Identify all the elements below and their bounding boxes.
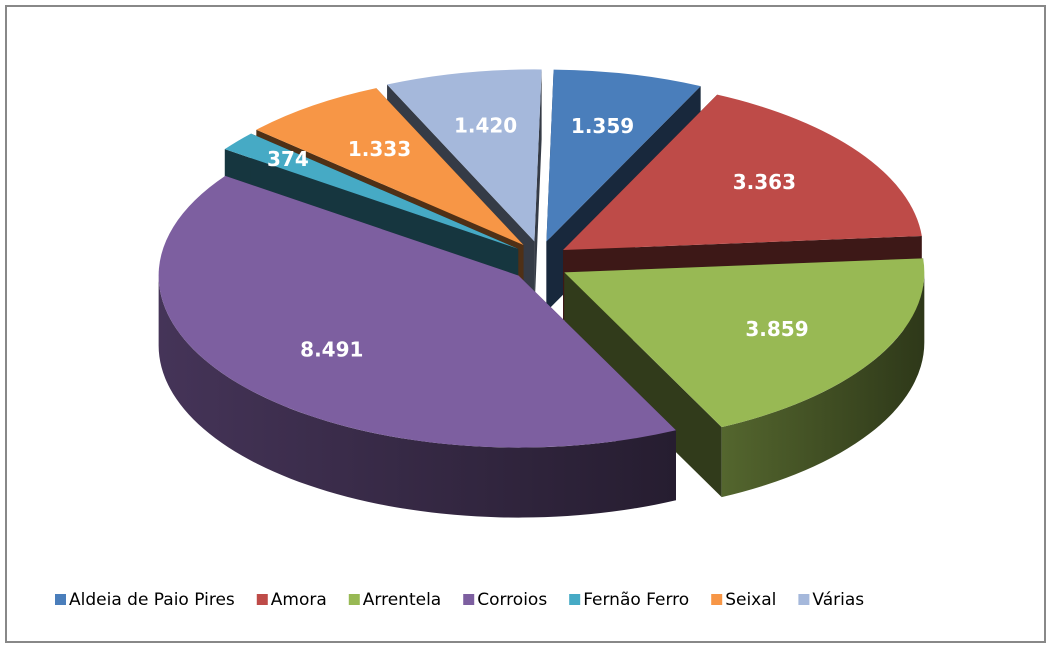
data-label: 1.420 xyxy=(454,113,517,137)
legend-label: Fernão Ferro xyxy=(583,590,689,610)
slice-top xyxy=(224,133,519,249)
legend-swatch xyxy=(711,594,723,605)
legend-label: Aldeia de Paio Pires xyxy=(69,590,235,610)
data-label: 8.491 xyxy=(300,338,363,362)
data-label: 1.333 xyxy=(348,137,411,161)
legend-swatch xyxy=(569,594,581,605)
slice-top xyxy=(564,258,925,428)
legend-swatch xyxy=(256,594,268,605)
slice-wall xyxy=(534,69,542,312)
legend-label: Arrentela xyxy=(363,590,441,610)
legend-label: Amora xyxy=(271,590,327,610)
legend-swatch xyxy=(463,594,475,605)
legend-label: Corroios xyxy=(477,590,547,610)
slice-side xyxy=(721,272,925,498)
slice-top xyxy=(387,69,542,242)
legend-swatch xyxy=(798,594,810,605)
slice xyxy=(158,175,676,518)
slice-side xyxy=(158,275,676,518)
slice-top xyxy=(158,175,676,448)
data-label: 3.363 xyxy=(733,170,796,194)
slice-top xyxy=(256,88,524,246)
slice-top xyxy=(546,69,701,242)
slice-top xyxy=(563,94,922,251)
data-label: 1.359 xyxy=(571,114,634,138)
slice-wall xyxy=(564,272,722,498)
slice xyxy=(564,258,925,498)
data-label: 374 xyxy=(267,147,309,171)
legend-swatch xyxy=(55,594,66,605)
data-label: 3.859 xyxy=(745,317,808,341)
legend-swatch xyxy=(348,594,360,605)
legend-label: Várias xyxy=(812,590,864,610)
legend-label: Seixal xyxy=(725,590,776,610)
